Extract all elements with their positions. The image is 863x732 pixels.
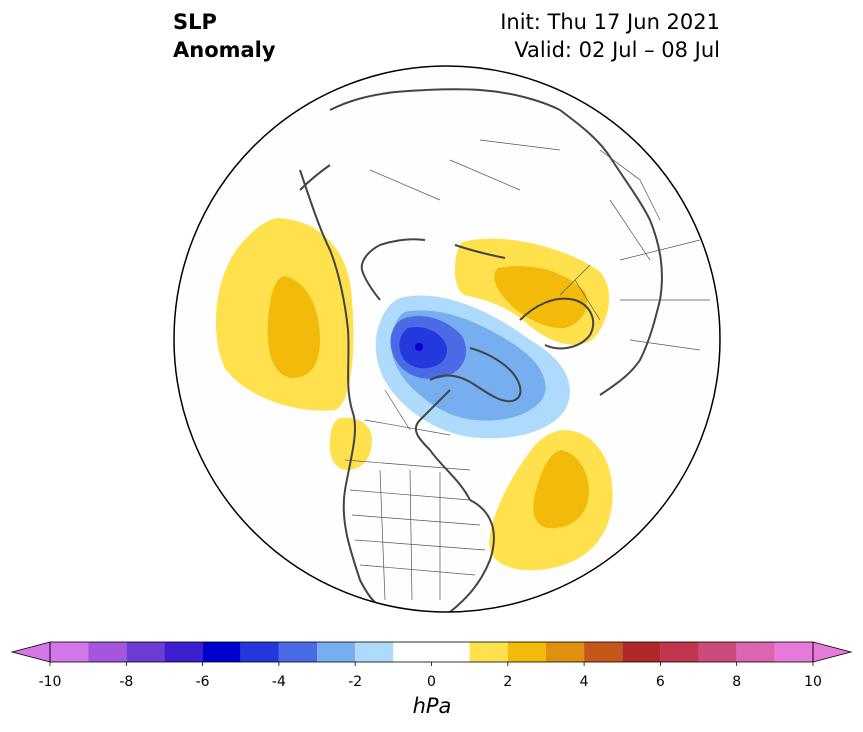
colorbar-segment — [774, 642, 813, 662]
colorbar-segment — [393, 642, 470, 662]
pos-anomaly-atlantic-2hpa — [533, 450, 589, 529]
colorbar-segment — [507, 642, 546, 662]
colorbar-ticks — [49, 662, 814, 666]
colorbar-tick-label: 6 — [655, 674, 665, 690]
title-line-1: SLP — [173, 10, 217, 34]
colorbar-segment — [698, 642, 737, 662]
colorbar-tick-label: 10 — [804, 674, 822, 690]
neg-anomaly-arctic-4hpa — [399, 326, 448, 369]
colorbar-segment — [660, 642, 699, 662]
colorbar-tick-label: -2 — [348, 674, 363, 690]
colorbar-segment — [545, 642, 585, 662]
colorbar-segment — [164, 642, 203, 662]
colorbar-segment — [88, 642, 127, 662]
colorbar-segment — [736, 642, 775, 662]
valid-range: Valid: 02 Jul – 08 Jul — [514, 38, 720, 62]
colorbar-tick-label: -4 — [271, 674, 286, 690]
units-label: hPa — [412, 694, 452, 718]
map-boundary — [173, 65, 721, 613]
colorbar-frame — [49, 641, 814, 663]
colorbar-tick-label: 4 — [579, 674, 589, 690]
country-borders — [344, 139, 710, 601]
colorbar-tick-label: -10 — [38, 674, 62, 690]
colorbar-segment — [469, 642, 508, 662]
init-date: Init: Thu 17 Jun 2021 — [500, 10, 720, 34]
colorbar-tick-label: -6 — [195, 674, 210, 690]
colorbar-extend-low — [10, 641, 51, 663]
colorbar-segment — [50, 642, 89, 662]
colorbar-segment — [584, 642, 623, 662]
colorbar-tick-label: 0 — [427, 674, 436, 690]
coastlines — [299, 88, 663, 612]
colorbar — [10, 641, 853, 666]
colorbar-segment — [240, 642, 279, 662]
anomaly-field — [215, 218, 613, 571]
pos-anomaly-wna — [329, 417, 372, 470]
colorbar-segment — [317, 642, 356, 662]
colorbar-segment — [622, 642, 661, 662]
colorbar-extend-high — [812, 641, 853, 663]
pos-anomaly-europe-2hpa — [494, 266, 588, 329]
colorbar-segments — [50, 642, 813, 662]
colorbar-tick-label: 2 — [503, 674, 513, 690]
pos-anomaly-pacific-2hpa — [267, 276, 320, 378]
colorbar-segment — [355, 642, 394, 662]
colorbar-tick-label: -8 — [119, 674, 134, 690]
forecast-dates: Init: Thu 17 Jun 2021 Valid: 02 Jul – 08… — [500, 8, 720, 64]
polar-map — [173, 65, 721, 613]
colorbar-segment — [126, 642, 165, 662]
neg-anomaly-arctic-core — [415, 343, 423, 351]
colorbar-segment — [278, 642, 318, 662]
map-title: SLP Anomaly — [173, 8, 276, 64]
colorbar-segment — [202, 642, 241, 662]
colorbar-tick-label: 8 — [732, 674, 742, 690]
title-line-2: Anomaly — [173, 38, 276, 62]
